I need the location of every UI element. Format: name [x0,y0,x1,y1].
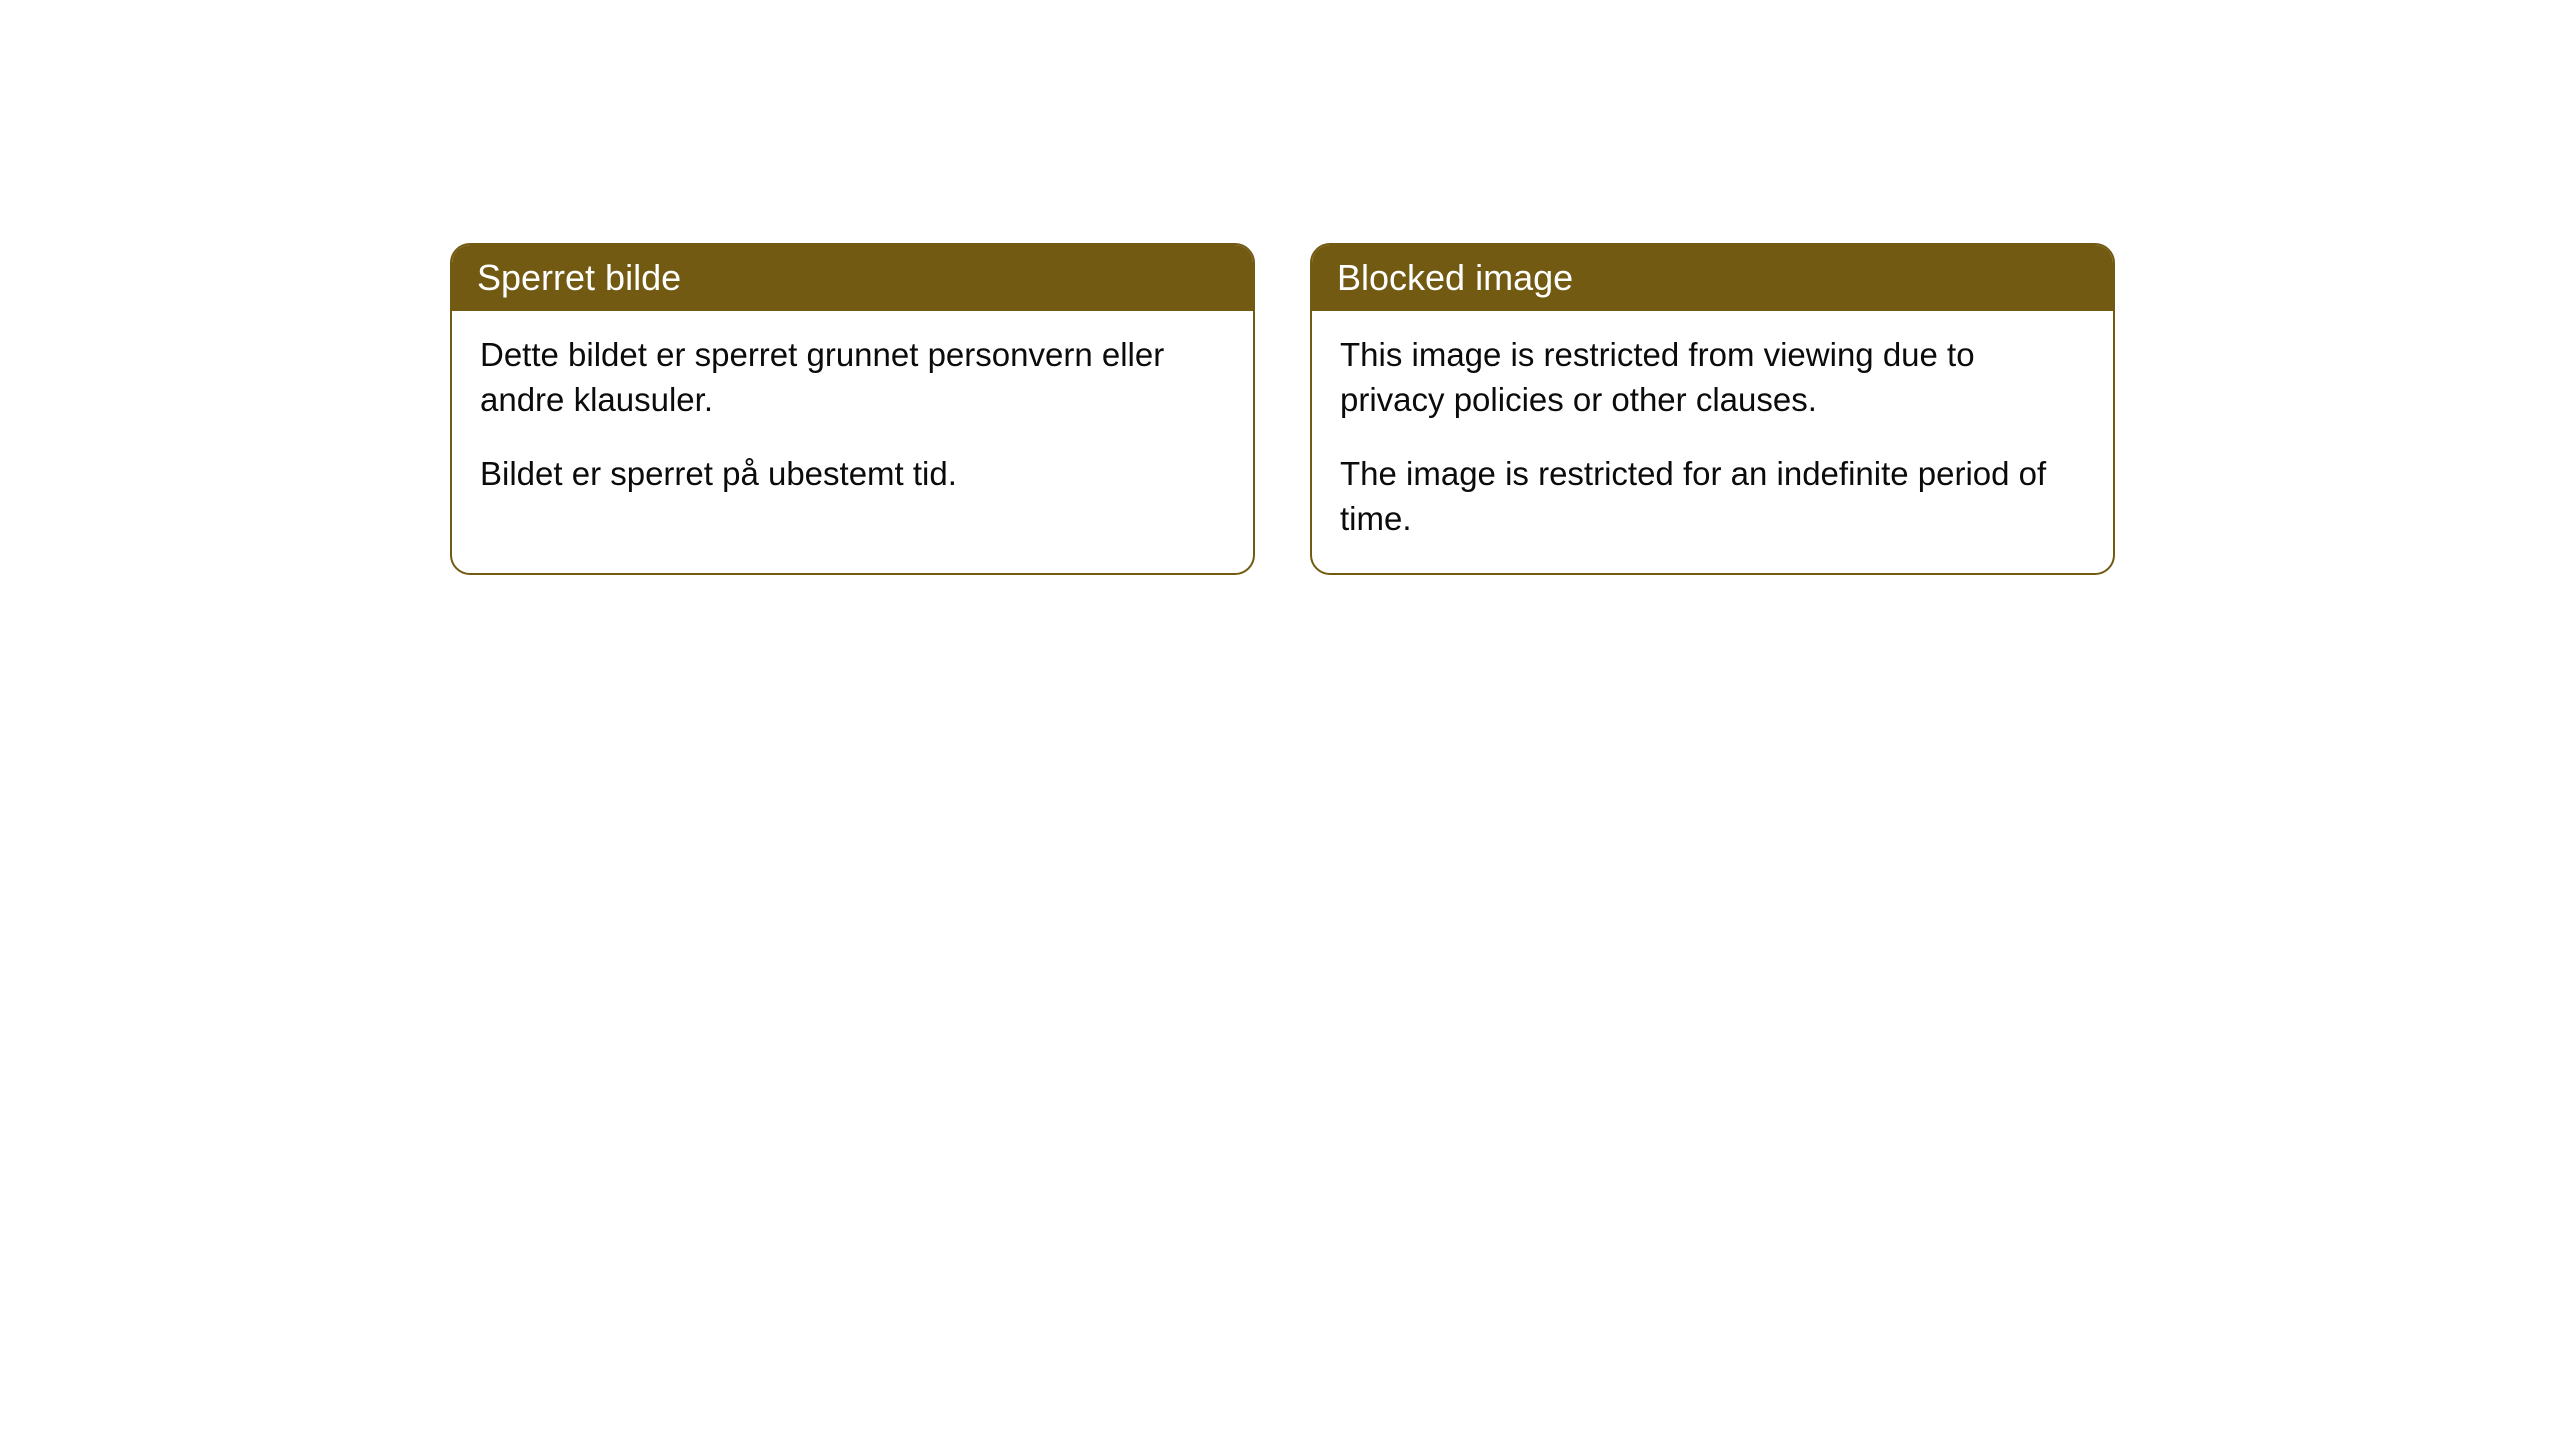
blocked-image-card-en: Blocked image This image is restricted f… [1310,243,2115,575]
blocked-image-notices: Sperret bilde Dette bildet er sperret gr… [450,243,2115,575]
card-paragraph: Dette bildet er sperret grunnet personve… [480,333,1225,422]
card-body-no: Dette bildet er sperret grunnet personve… [452,311,1253,529]
card-paragraph: This image is restricted from viewing du… [1340,333,2085,422]
card-paragraph: The image is restricted for an indefinit… [1340,452,2085,541]
card-title-en: Blocked image [1312,245,2113,311]
card-title-no: Sperret bilde [452,245,1253,311]
card-body-en: This image is restricted from viewing du… [1312,311,2113,573]
card-paragraph: Bildet er sperret på ubestemt tid. [480,452,1225,497]
blocked-image-card-no: Sperret bilde Dette bildet er sperret gr… [450,243,1255,575]
